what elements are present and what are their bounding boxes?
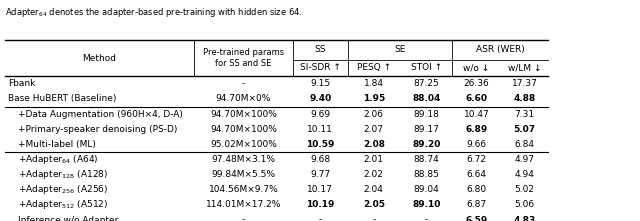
- Text: 2.04: 2.04: [364, 185, 384, 194]
- Text: 2.05: 2.05: [363, 200, 385, 210]
- Text: +Data Augmentation (960H×4, D-A): +Data Augmentation (960H×4, D-A): [18, 110, 183, 119]
- Text: 10.11: 10.11: [307, 125, 333, 134]
- Text: Method: Method: [83, 53, 116, 63]
- Text: +Adapter$_{512}$ (A512): +Adapter$_{512}$ (A512): [18, 198, 108, 211]
- Text: 89.10: 89.10: [412, 200, 440, 210]
- Text: 2.02: 2.02: [364, 170, 384, 179]
- Text: +Multi-label (ML): +Multi-label (ML): [18, 140, 96, 149]
- Text: 4.94: 4.94: [515, 170, 534, 179]
- Text: 6.80: 6.80: [467, 185, 486, 194]
- Text: SS: SS: [315, 45, 326, 54]
- Text: 94.70M×0%: 94.70M×0%: [216, 94, 271, 103]
- Text: 5.06: 5.06: [515, 200, 534, 210]
- Text: 88.74: 88.74: [413, 155, 439, 164]
- Text: 5.07: 5.07: [513, 125, 536, 134]
- Text: Pre-trained params: Pre-trained params: [203, 48, 284, 57]
- Text: 2.06: 2.06: [364, 110, 384, 119]
- Text: 1.84: 1.84: [364, 79, 384, 88]
- Text: 9.15: 9.15: [310, 79, 330, 88]
- Text: 89.20: 89.20: [412, 140, 440, 149]
- Text: 87.25: 87.25: [413, 79, 439, 88]
- Text: 88.04: 88.04: [412, 94, 440, 103]
- Text: 89.04: 89.04: [413, 185, 439, 194]
- Text: 1.95: 1.95: [363, 94, 385, 103]
- Text: 89.18: 89.18: [413, 110, 439, 119]
- Text: 10.19: 10.19: [306, 200, 335, 210]
- Text: +Adapter$_{128}$ (A128): +Adapter$_{128}$ (A128): [18, 168, 108, 181]
- Text: 94.70M×100%: 94.70M×100%: [210, 125, 277, 134]
- Text: 4.83: 4.83: [513, 215, 536, 221]
- Text: -: -: [242, 79, 245, 88]
- Text: 6.60: 6.60: [465, 94, 488, 103]
- Text: +Primary-speaker denoising (PS-D): +Primary-speaker denoising (PS-D): [18, 125, 177, 134]
- Text: 95.02M×100%: 95.02M×100%: [210, 140, 277, 149]
- Text: w/LM ↓: w/LM ↓: [508, 63, 541, 72]
- Text: 6.72: 6.72: [467, 155, 486, 164]
- Text: -: -: [424, 215, 428, 221]
- Text: 4.88: 4.88: [513, 94, 536, 103]
- Text: 10.59: 10.59: [306, 140, 335, 149]
- Text: 17.37: 17.37: [511, 79, 538, 88]
- Text: 9.69: 9.69: [310, 110, 330, 119]
- Text: for SS and SE: for SS and SE: [215, 59, 272, 68]
- Text: 10.17: 10.17: [307, 185, 333, 194]
- Text: 9.68: 9.68: [310, 155, 330, 164]
- Text: 10.47: 10.47: [463, 110, 490, 119]
- Text: Base HuBERT (Baseline): Base HuBERT (Baseline): [8, 94, 116, 103]
- Text: 6.87: 6.87: [467, 200, 486, 210]
- Text: -: -: [242, 215, 245, 221]
- Text: +Adapter$_{256}$ (A256): +Adapter$_{256}$ (A256): [18, 183, 108, 196]
- Text: +Adapter$_{64}$ (A64): +Adapter$_{64}$ (A64): [18, 153, 99, 166]
- Text: 104.56M×9.7%: 104.56M×9.7%: [209, 185, 278, 194]
- Text: 94.70M×100%: 94.70M×100%: [210, 110, 277, 119]
- Text: 5.02: 5.02: [515, 185, 534, 194]
- Text: 9.40: 9.40: [309, 94, 332, 103]
- Text: ASR (WER): ASR (WER): [476, 45, 525, 54]
- Text: 7.31: 7.31: [515, 110, 534, 119]
- Text: w/o ↓: w/o ↓: [463, 63, 490, 72]
- Text: 6.84: 6.84: [515, 140, 534, 149]
- Text: SE: SE: [394, 45, 406, 54]
- Text: 89.17: 89.17: [413, 125, 439, 134]
- Text: 26.36: 26.36: [463, 79, 490, 88]
- Text: 114.01M×17.2%: 114.01M×17.2%: [206, 200, 281, 210]
- Text: 99.84M×5.5%: 99.84M×5.5%: [211, 170, 275, 179]
- Text: 9.66: 9.66: [467, 140, 486, 149]
- Text: SI-SDR ↑: SI-SDR ↑: [300, 63, 340, 72]
- Text: 6.89: 6.89: [465, 125, 488, 134]
- Text: 97.48M×3.1%: 97.48M×3.1%: [211, 155, 275, 164]
- Text: 2.01: 2.01: [364, 155, 384, 164]
- Text: -: -: [319, 215, 322, 221]
- Text: 6.64: 6.64: [467, 170, 486, 179]
- Text: Fbank: Fbank: [8, 79, 36, 88]
- Text: Inference w/o Adapter: Inference w/o Adapter: [18, 215, 118, 221]
- Text: 2.07: 2.07: [364, 125, 384, 134]
- Text: 4.97: 4.97: [515, 155, 534, 164]
- Text: -: -: [372, 215, 376, 221]
- Text: 88.85: 88.85: [413, 170, 439, 179]
- Text: STOI ↑: STOI ↑: [411, 63, 442, 72]
- Text: 9.77: 9.77: [310, 170, 330, 179]
- Text: 2.08: 2.08: [363, 140, 385, 149]
- Text: PESQ ↑: PESQ ↑: [356, 63, 391, 72]
- Text: Adapter$_{64}$ denotes the adapter-based pre-training with hidden size 64.: Adapter$_{64}$ denotes the adapter-based…: [5, 6, 303, 19]
- Text: 6.59: 6.59: [465, 215, 488, 221]
